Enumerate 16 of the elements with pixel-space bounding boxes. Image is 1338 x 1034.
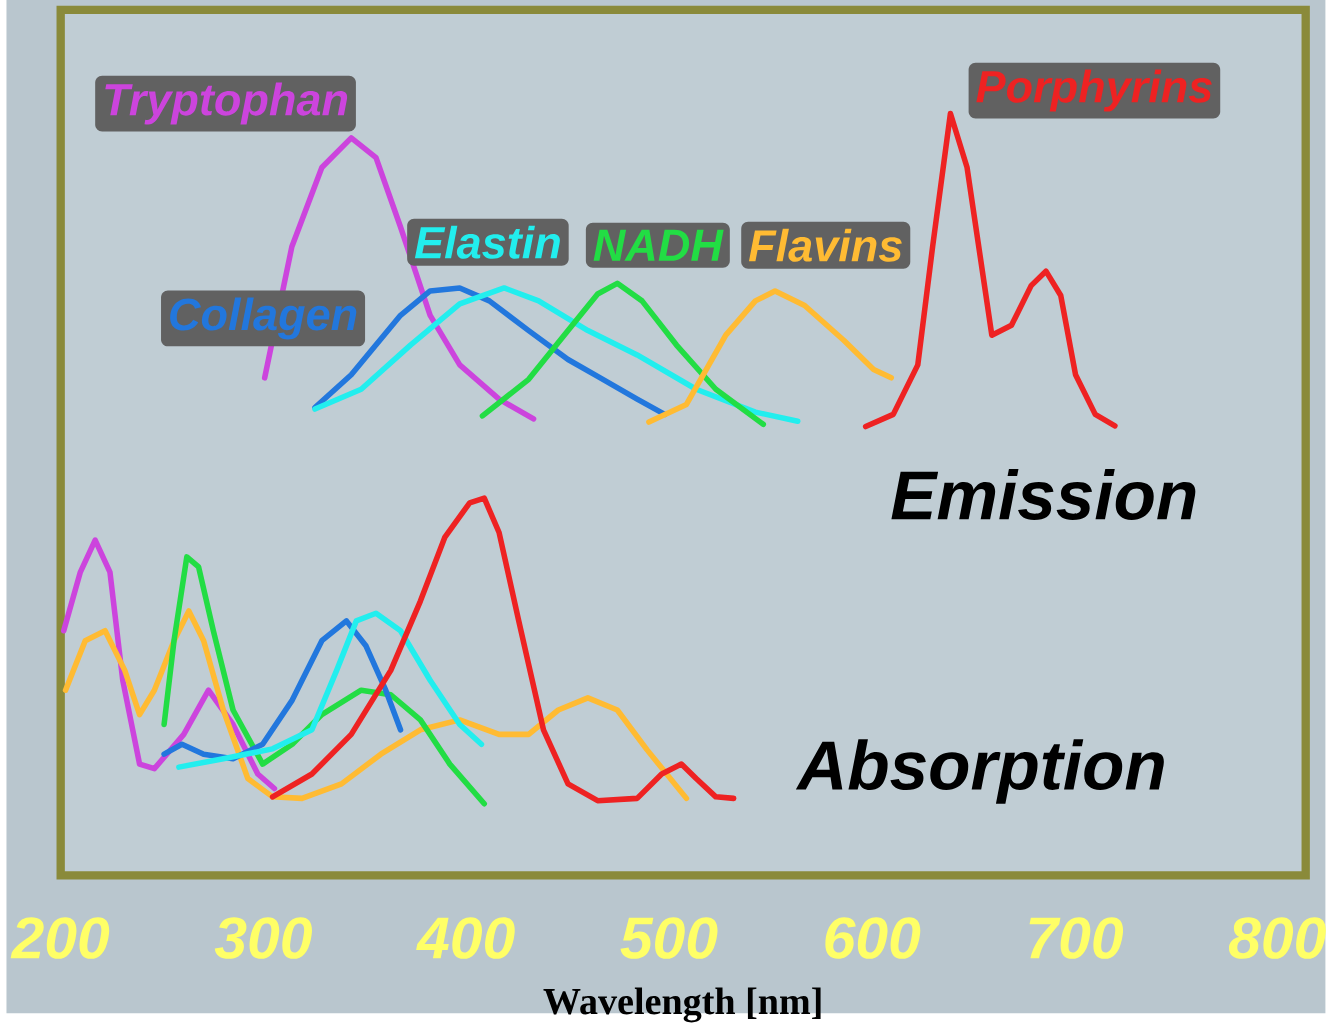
x-tick-label: 500 [620,917,718,959]
x-tick-label: 400 [416,917,515,959]
annotation: Absorption [795,739,1164,804]
series-label: Elastin [414,225,560,259]
x-tick-label: 700 [1029,917,1124,959]
series-label: Collagen [170,297,357,340]
series-label: NADH [593,229,724,261]
x-tick-label: 300 [214,917,312,959]
x-axis-title: Wavelength [nm] [543,987,821,1023]
x-tick-label: 200 [10,917,110,959]
annotation: Emission [891,469,1196,520]
series-label: Flavins [748,228,902,262]
series-label: Tryptophan [105,82,348,125]
series-label: Porphyrins [976,69,1212,112]
x-tick-label: 800 [1228,917,1326,959]
x-tick-label: 600 [825,917,921,959]
